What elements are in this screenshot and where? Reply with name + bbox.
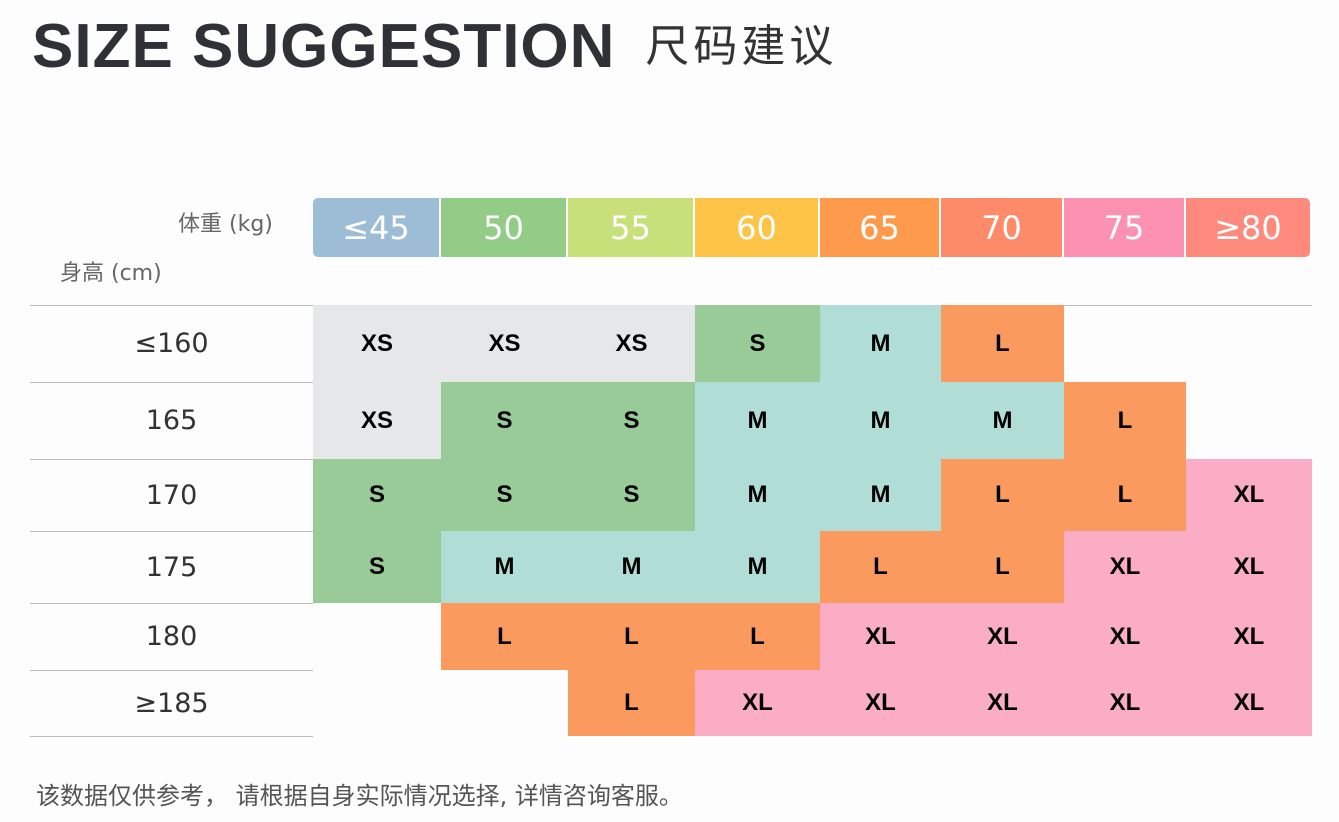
size-cell: XL bbox=[1064, 670, 1186, 736]
size-cell: XL bbox=[941, 603, 1064, 670]
row-divider bbox=[30, 382, 313, 383]
size-cell: L bbox=[695, 603, 820, 670]
size-cell: L bbox=[1064, 382, 1186, 459]
title-en: SIZE SUGGESTION bbox=[32, 12, 616, 81]
size-cell: S bbox=[441, 382, 568, 459]
weight-header: 50 bbox=[441, 198, 566, 257]
weight-header: 70 bbox=[941, 198, 1062, 257]
size-cell: XS bbox=[441, 305, 568, 382]
weight-axis-label: 体重 (kg) bbox=[178, 212, 273, 237]
size-cell: L bbox=[820, 531, 941, 603]
size-cell: L bbox=[568, 670, 695, 736]
weight-header: 75 bbox=[1064, 198, 1184, 257]
size-cell: M bbox=[820, 305, 941, 382]
weight-header: ≥80 bbox=[1186, 198, 1310, 257]
size-cell: L bbox=[441, 603, 568, 670]
height-label: 165 bbox=[145, 405, 198, 436]
weight-header: 60 bbox=[695, 198, 818, 257]
weight-header: ≤45 bbox=[313, 198, 439, 257]
height-label: ≥185 bbox=[134, 687, 209, 719]
size-cell: XS bbox=[313, 305, 441, 382]
height-label: 175 bbox=[145, 551, 198, 583]
size-cell: M bbox=[820, 459, 941, 531]
size-cell: M bbox=[695, 382, 820, 459]
size-cell: S bbox=[313, 531, 441, 603]
size-cell: M bbox=[941, 382, 1064, 459]
weight-header: 55 bbox=[568, 198, 693, 257]
size-cell: XL bbox=[695, 670, 820, 736]
size-cell: XS bbox=[313, 382, 441, 459]
size-cell: L bbox=[941, 531, 1064, 603]
size-cell: XL bbox=[1186, 603, 1312, 670]
height-label: 170 bbox=[145, 479, 198, 511]
size-cell: L bbox=[941, 459, 1064, 531]
size-cell: M bbox=[441, 531, 568, 603]
size-cell: XL bbox=[1064, 531, 1186, 603]
row-divider bbox=[30, 603, 313, 604]
page-title: SIZE SUGGESTION 尺码建议 bbox=[32, 10, 837, 82]
size-cell: XL bbox=[1186, 670, 1312, 736]
row-divider bbox=[30, 459, 313, 460]
height-label: 180 bbox=[145, 621, 198, 652]
size-cell: L bbox=[941, 305, 1064, 382]
size-cell: S bbox=[695, 305, 820, 382]
height-axis-label: 身高 (cm) bbox=[60, 261, 162, 286]
size-cell: M bbox=[820, 382, 941, 459]
weight-header: 65 bbox=[820, 198, 939, 257]
size-cell: S bbox=[313, 459, 441, 531]
size-cell: L bbox=[568, 603, 695, 670]
size-cell: M bbox=[695, 459, 820, 531]
size-cell: XS bbox=[568, 305, 695, 382]
footer-note: 该数据仅供参考， 请根据自身实际情况选择, 详情咨询客服。 bbox=[36, 782, 683, 810]
title-cn: 尺码建议 bbox=[645, 21, 838, 72]
size-cell: XL bbox=[820, 603, 941, 670]
size-cell: L bbox=[1064, 459, 1186, 531]
size-cell: XL bbox=[941, 670, 1064, 736]
size-cell: M bbox=[568, 531, 695, 603]
row-divider bbox=[30, 736, 313, 737]
size-cell: XL bbox=[1064, 603, 1186, 670]
height-label: ≤160 bbox=[134, 328, 209, 359]
size-cell: M bbox=[695, 531, 820, 603]
size-cell: S bbox=[568, 382, 695, 459]
size-cell: S bbox=[568, 459, 695, 531]
row-divider bbox=[30, 531, 313, 532]
size-cell: XL bbox=[1186, 459, 1312, 531]
size-cell: XL bbox=[820, 670, 941, 736]
size-cell: S bbox=[441, 459, 568, 531]
size-cell: XL bbox=[1186, 531, 1312, 603]
row-divider bbox=[30, 670, 313, 671]
